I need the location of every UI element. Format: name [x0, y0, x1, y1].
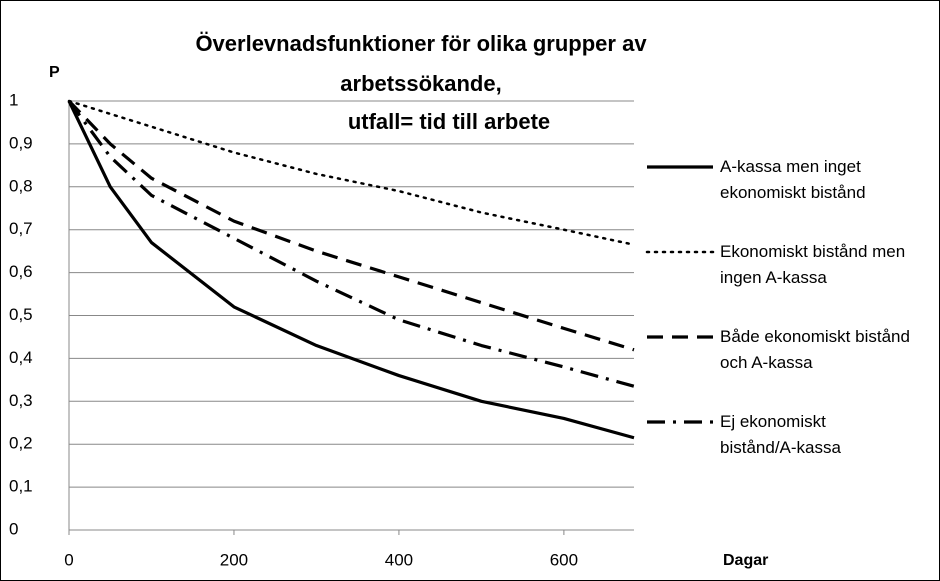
series-line [67, 99, 635, 352]
y-tick-label: 0 [9, 519, 18, 538]
legend-label: Både ekonomiskt bistånd och A-kassa [720, 327, 910, 372]
y-tick-label: 0,1 [9, 477, 33, 496]
y-tick-label: 0,3 [9, 391, 33, 410]
chart-title: utfall= tid till arbete [348, 109, 550, 134]
y-tick-label: 0,5 [9, 305, 33, 324]
x-tick-label: 200 [220, 550, 248, 569]
y-tick-label: 0,4 [9, 348, 33, 367]
chart-title: Överlevnadsfunktioner för olika grupper … [195, 31, 647, 56]
x-tick-label: 0 [64, 550, 73, 569]
x-tick-label: 600 [550, 550, 578, 569]
y-tick-label: 0,2 [9, 434, 33, 453]
y-tick-label: 0,9 [9, 133, 33, 152]
legend-label: A-kassa men inget ekonomiskt bistånd [720, 157, 866, 202]
series-line [67, 100, 635, 440]
chart-title: arbetssökande, [340, 71, 501, 96]
x-tick-label: 400 [385, 550, 413, 569]
legend-label: Ekonomiskt bistånd men ingen A-kassa [720, 242, 906, 287]
y-tick-label: 0,7 [9, 219, 33, 238]
y-axis-label: P [49, 64, 60, 81]
legend-label: Ej ekonomiskt bistånd/A-kassa [720, 412, 841, 457]
x-axis-label: Dagar [723, 552, 768, 569]
y-tick-label: 0,8 [9, 176, 33, 195]
series-line [67, 100, 635, 388]
y-tick-label: 0,6 [9, 262, 33, 281]
y-tick-label: 1 [9, 90, 18, 109]
series-line [67, 99, 636, 246]
